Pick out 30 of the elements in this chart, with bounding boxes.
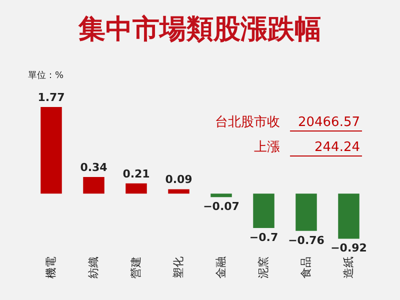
bar [83,177,104,194]
bar [40,106,62,194]
data-label: −0.76 [288,234,325,247]
annotation: 上漲 [254,140,280,155]
x-tick-label: 造紙 [342,256,355,278]
bar [338,194,360,239]
annotation: 244.24 [314,140,360,155]
x-tick-label: 金融 [214,256,228,278]
x-tick-label: 食品 [299,256,312,278]
x-tick-label: 塑化 [172,256,185,278]
data-label: −0.07 [203,200,240,214]
data-label: −0.7 [249,230,278,244]
text: 單位：% [28,70,64,81]
data-label: 0.21 [122,167,150,180]
data-label: 1.77 [38,90,65,104]
data-label: 0.09 [165,173,192,186]
x-tick-label: 泥窯 [256,256,270,278]
bar [253,194,274,228]
bar [168,189,190,194]
annotation: 台北股市收 [215,115,280,130]
data-label: −0.92 [330,242,367,255]
bar [210,194,232,198]
x-tick-label: 機電 [44,256,58,278]
chart-title: 集中市場類股漲跌幅 [78,14,322,45]
annotation: 20466.57 [298,115,360,130]
x-tick-label: 營建 [129,256,142,278]
bar [126,183,147,194]
data-label: 0.34 [80,161,108,174]
bar [296,194,317,231]
x-tick-label: 紡織 [86,256,100,278]
